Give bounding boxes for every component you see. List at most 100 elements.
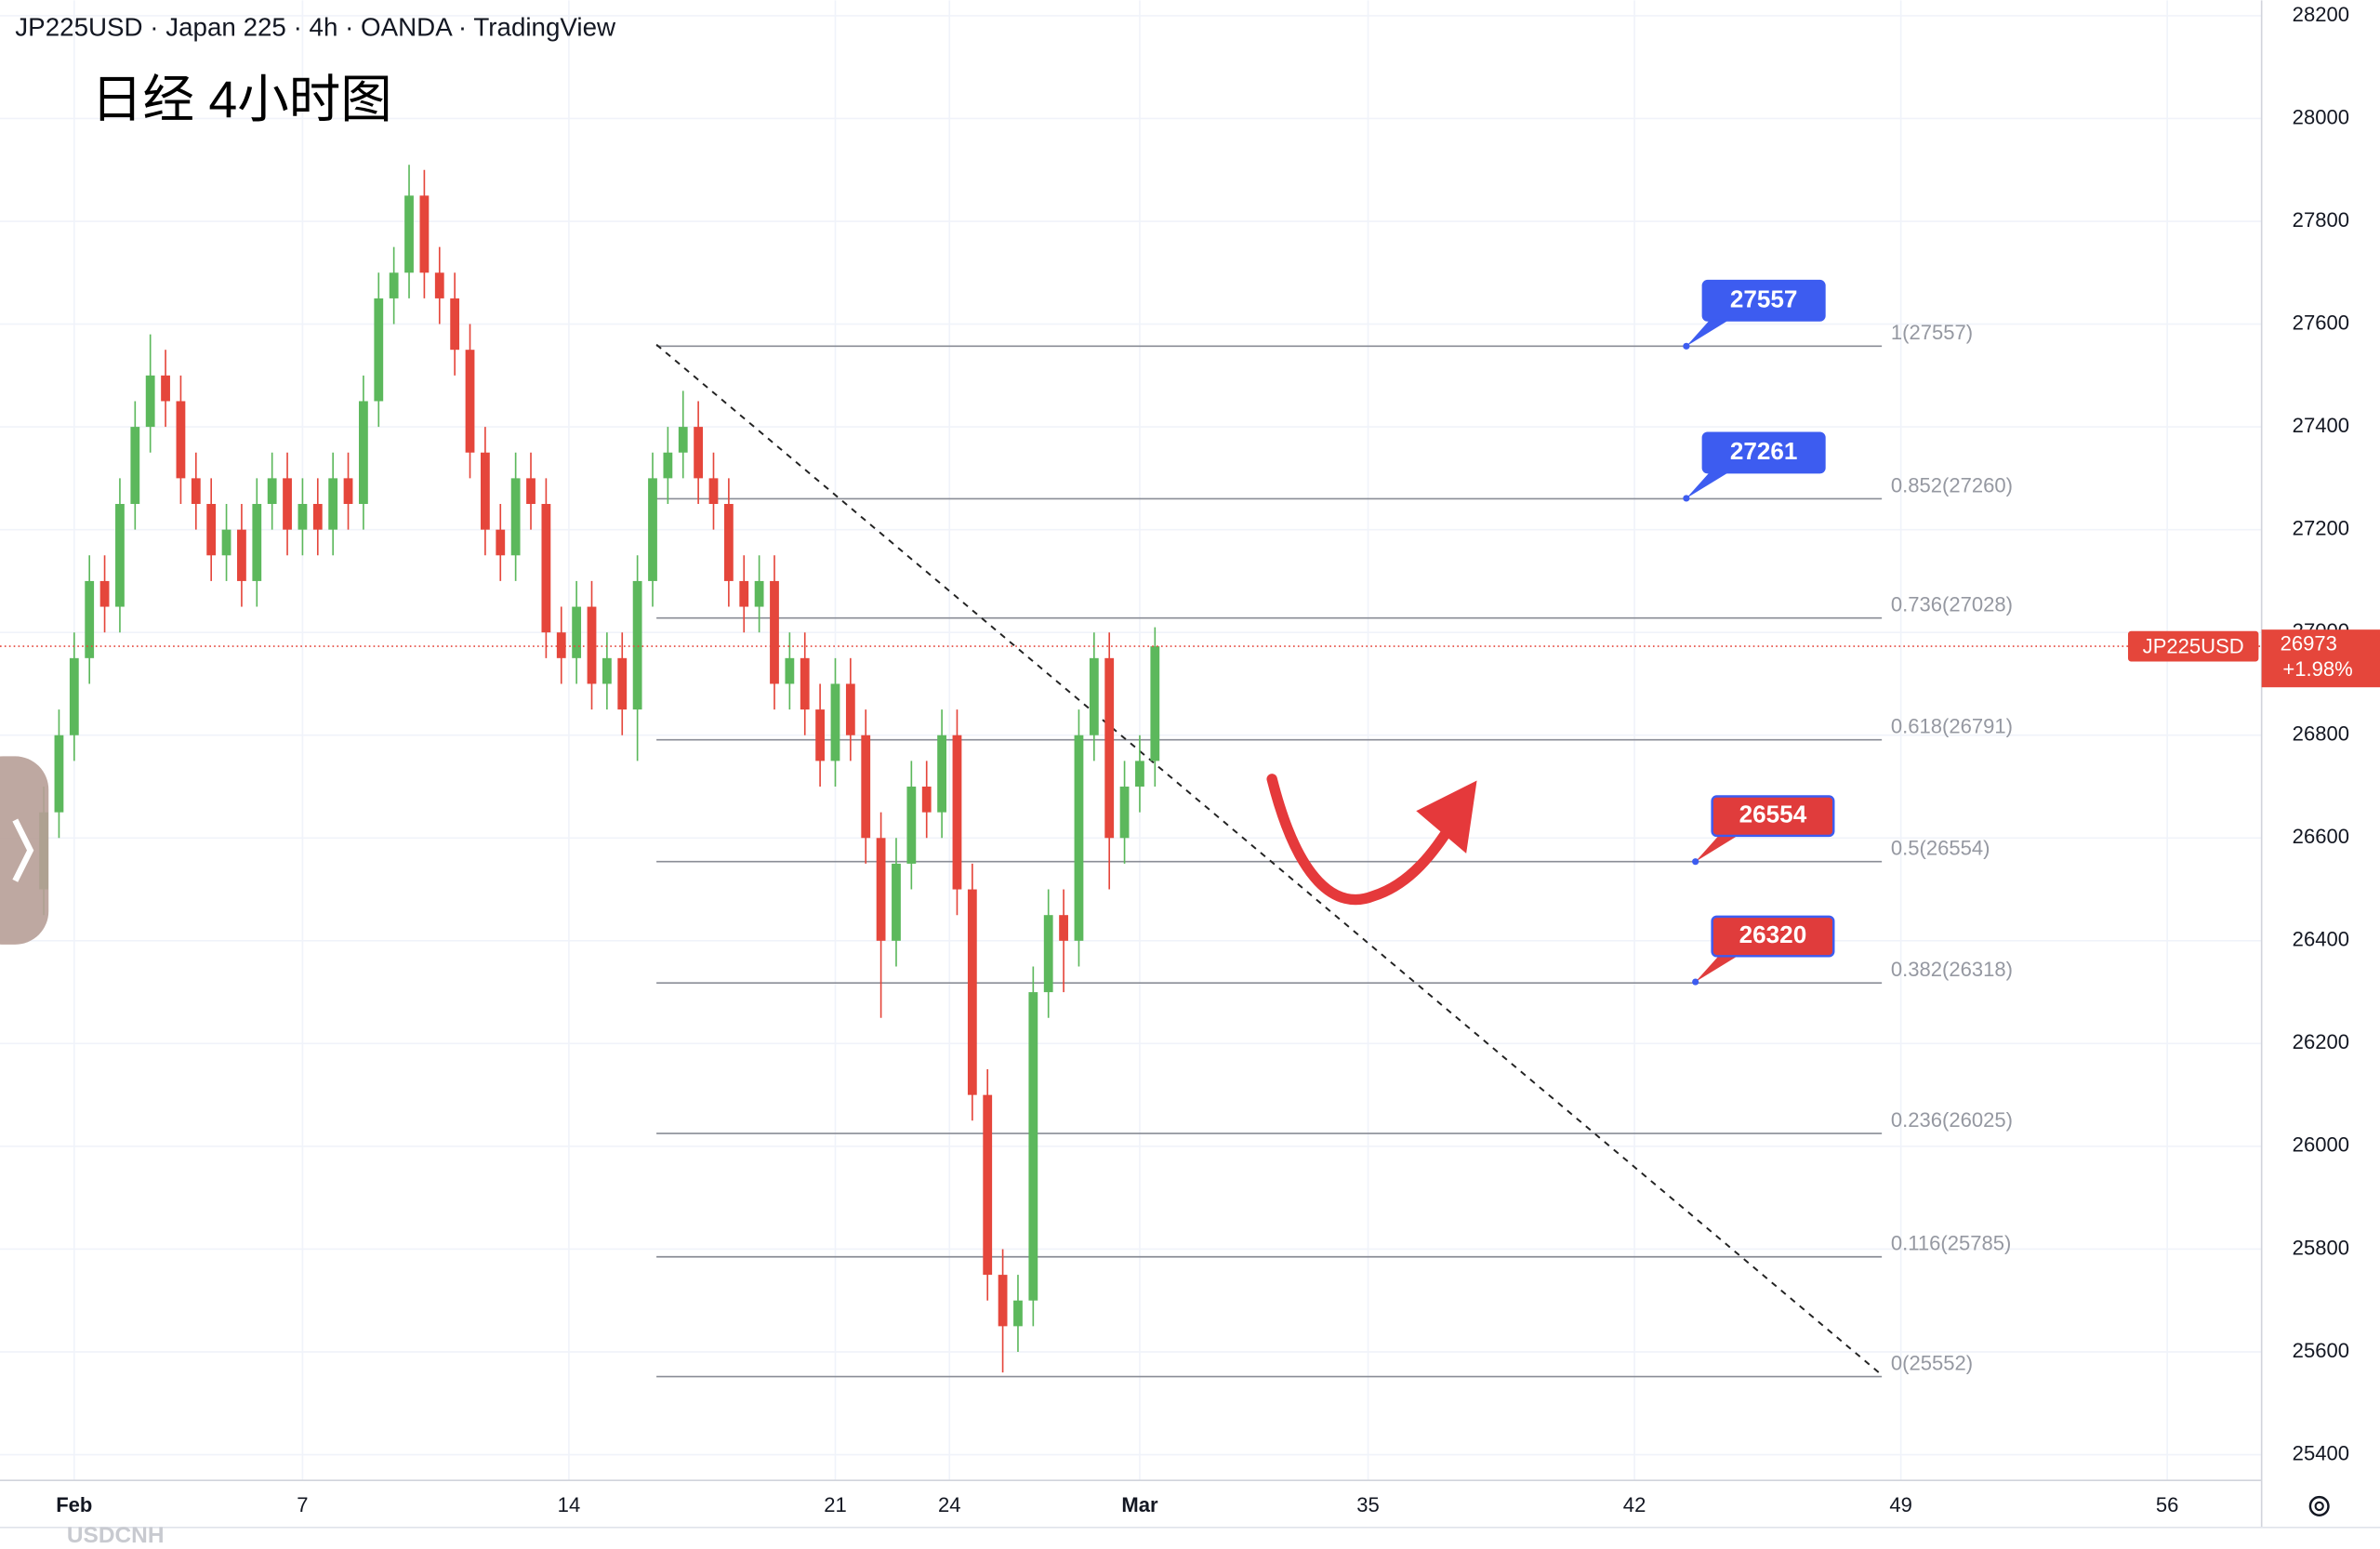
candle-body [1013,1300,1023,1327]
candle-body [130,427,140,505]
fib-label: 0.618(26791) [1891,714,2013,737]
y-tick-label: 28000 [2293,105,2349,128]
settings-icon[interactable] [2308,1495,2330,1516]
candle [952,709,962,916]
candle [328,452,338,556]
candle-body [206,504,217,556]
candle [404,165,414,298]
candle [572,580,582,684]
candle [587,580,597,710]
candle [1135,735,1144,813]
side-panel-toggle[interactable] [0,756,49,945]
candle [648,452,657,607]
fib-label: 0.116(25785) [1891,1232,2011,1255]
candle [815,683,826,788]
candle [678,391,688,479]
callout-pointer [1695,832,1743,862]
candle-body [1135,761,1144,788]
callout-label: 27261 [1730,437,1798,465]
y-tick-label: 26400 [2293,928,2349,951]
callout-label: 26554 [1739,801,1807,828]
candle [252,478,262,607]
candle [359,375,368,530]
candle-body [998,1275,1008,1327]
candle [617,632,628,735]
callout: 27261 [1683,431,1826,502]
candle [434,246,444,324]
candle-body [800,657,810,710]
y-tick-label: 26800 [2293,722,2349,746]
candle-body [906,787,917,864]
candle [1119,761,1130,864]
candle-body [419,195,430,273]
candle-body [694,427,704,479]
candle-body [770,580,779,684]
x-tick-label: 24 [938,1493,961,1516]
candle [496,504,506,581]
candle-body [176,401,186,479]
candle [283,452,292,556]
candle-body [556,632,566,658]
candle-body [404,195,414,273]
candle-body [1043,915,1053,993]
plot-area: 1(27557) 0.852(27260) 0.736(27028) 0.618(26… [0,165,2262,1378]
callout-label: 26320 [1739,920,1807,948]
candle [419,169,430,298]
y-tick-label: 27600 [2293,311,2349,334]
candle-body [359,401,368,505]
chart-title: JP225USD · Japan 225 · 4h · OANDA · Trad… [15,13,616,42]
candle-body [221,529,231,556]
candle [602,632,612,710]
y-tick-label: 25400 [2293,1441,2349,1464]
candle-body [830,683,840,761]
x-tick-label: Mar [1121,1493,1158,1516]
candle-body [1119,787,1130,839]
candle [708,452,719,530]
fib-label: 0.236(26025) [1891,1108,2013,1132]
callout-anchor [1692,858,1699,866]
candle [723,478,734,607]
candle [237,504,246,607]
candle [800,632,810,735]
y-tick-label: 25600 [2293,1339,2349,1362]
callout-box [1701,279,1826,322]
x-tick-label: 35 [1356,1493,1380,1516]
y-tick-label: 27200 [2293,516,2349,539]
candle [845,657,855,761]
candle [85,555,95,684]
candle [465,324,475,479]
y-tick-label: 25800 [2293,1236,2349,1259]
candle-body [267,478,277,505]
candle [770,555,779,710]
candle-body [845,683,855,735]
symbol-tag [2127,630,2259,662]
candle [921,761,932,839]
candle [1089,632,1099,761]
candle [221,504,231,581]
candle [998,1249,1008,1373]
candle-body [298,504,308,530]
candle [983,1069,993,1301]
y-tick-label: 27400 [2293,414,2349,437]
candle [145,334,155,453]
callout-pointer [1686,469,1734,498]
candle-body [876,838,886,941]
candle [541,478,551,658]
candle-body [434,272,444,298]
watermark: USDCNH [67,1523,165,1548]
candle [937,709,946,839]
candle-body [632,580,642,710]
candle-body [815,709,826,761]
price-tag [2261,629,2380,688]
candle [739,555,749,633]
candle [1074,709,1084,967]
candle-body [510,478,521,556]
candle [343,452,353,530]
candle-body [602,657,612,684]
candle [1150,627,1160,788]
candle [374,272,384,428]
candle [99,555,110,633]
chevron-icon [12,818,34,882]
